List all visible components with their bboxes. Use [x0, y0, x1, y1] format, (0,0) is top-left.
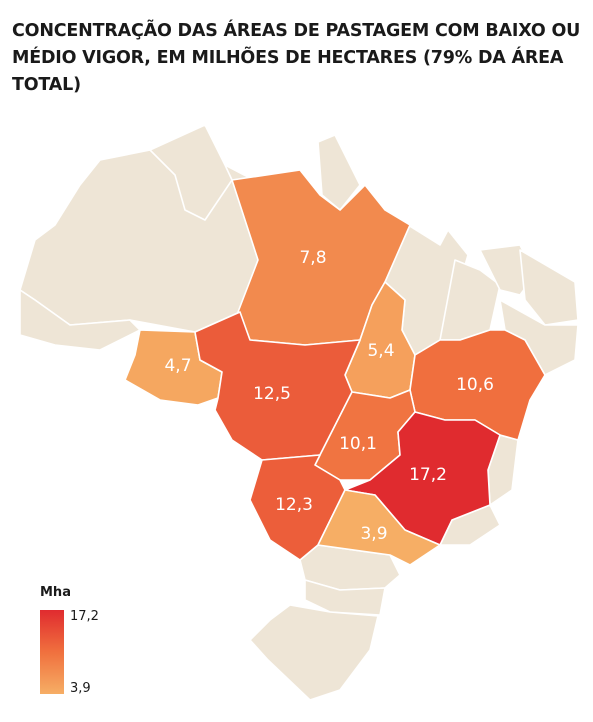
state-amazonas [19, 124, 259, 333]
value-label-tocantins: 5,4 [367, 341, 394, 361]
state-amapa [317, 134, 361, 211]
value-label-bahia: 10,6 [456, 375, 494, 395]
value-label-para: 7,8 [299, 248, 326, 268]
state-santa-catarina [304, 579, 386, 616]
value-label-rondonia: 4,7 [164, 356, 191, 376]
value-label-goias: 10,1 [339, 434, 377, 454]
highlighted-states [124, 169, 546, 566]
region-sao-paulo [317, 489, 441, 566]
base-states [19, 124, 579, 701]
state-rio-grande-do-sul [249, 604, 379, 701]
legend-min-label: 3,9 [70, 681, 91, 696]
value-label-minas-gerais: 17,2 [409, 465, 447, 485]
value-label-mato-grosso: 12,5 [253, 384, 291, 404]
state-rn-pb [519, 249, 579, 326]
state-roraima [149, 124, 233, 221]
legend-color-scale [40, 610, 64, 694]
value-label-mato-grosso-do-sul: 12,3 [275, 495, 313, 515]
legend-max-label: 17,2 [70, 609, 99, 624]
value-labels: 7,8 5,4 4,7 12,5 10,6 10,1 17,2 12,3 3,9 [164, 248, 493, 544]
legend-title: Mha [40, 585, 71, 600]
map-title: CONCENTRAÇÃO DAS ÁREAS DE PASTAGEM COM B… [12, 21, 581, 95]
value-label-sao-paulo: 3,9 [360, 524, 387, 544]
